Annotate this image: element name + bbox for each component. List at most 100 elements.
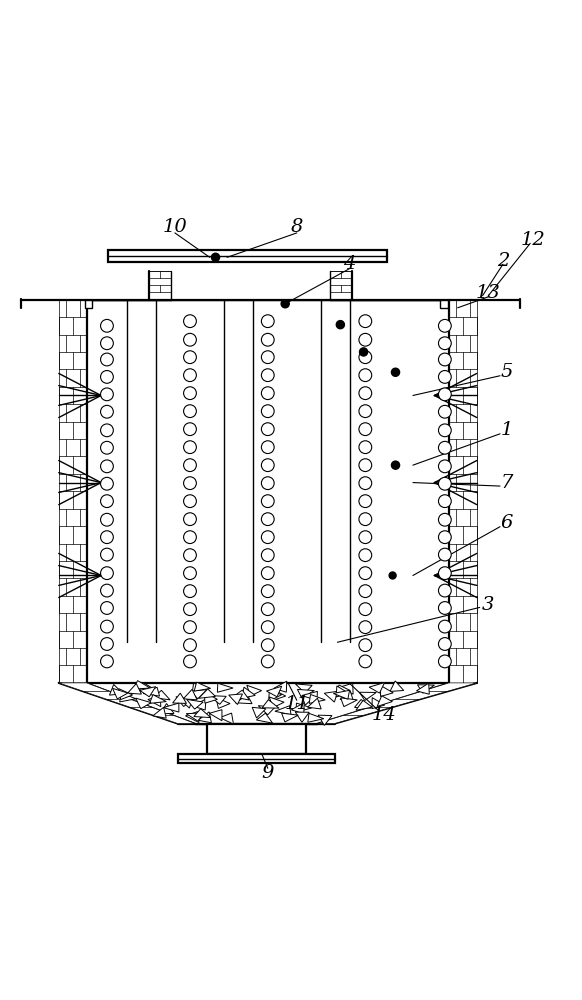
Circle shape [336, 321, 345, 329]
Polygon shape [359, 692, 377, 701]
Circle shape [261, 495, 274, 508]
Circle shape [183, 585, 196, 598]
Circle shape [101, 655, 113, 668]
Polygon shape [229, 694, 243, 705]
Circle shape [359, 621, 372, 634]
Polygon shape [417, 685, 434, 693]
Circle shape [438, 531, 451, 544]
Circle shape [438, 638, 451, 650]
Circle shape [261, 477, 274, 490]
Circle shape [392, 368, 400, 376]
Circle shape [101, 424, 113, 437]
Polygon shape [247, 685, 262, 696]
Bar [178, 754, 335, 763]
Polygon shape [269, 697, 284, 708]
Polygon shape [127, 684, 141, 694]
Circle shape [438, 495, 451, 508]
Polygon shape [140, 687, 156, 697]
Bar [330, 271, 352, 300]
Polygon shape [218, 683, 233, 692]
Circle shape [261, 549, 274, 562]
Polygon shape [356, 700, 372, 710]
Text: 5: 5 [501, 363, 513, 381]
Polygon shape [318, 715, 332, 725]
Bar [108, 250, 387, 262]
Polygon shape [340, 690, 353, 701]
Text: 10: 10 [162, 218, 187, 236]
Polygon shape [150, 695, 166, 703]
Polygon shape [59, 683, 195, 724]
Circle shape [101, 441, 113, 454]
Polygon shape [372, 698, 385, 709]
Circle shape [101, 638, 113, 650]
Circle shape [101, 602, 113, 614]
Polygon shape [257, 713, 272, 723]
Circle shape [261, 639, 274, 652]
Circle shape [183, 531, 196, 544]
Text: 11: 11 [285, 695, 309, 713]
Polygon shape [381, 685, 393, 696]
Polygon shape [143, 687, 159, 696]
Circle shape [261, 621, 274, 634]
Text: 3: 3 [482, 596, 495, 614]
Circle shape [261, 585, 274, 598]
Bar [449, 300, 477, 683]
Polygon shape [268, 691, 282, 702]
Circle shape [101, 548, 113, 561]
Circle shape [101, 319, 113, 332]
Circle shape [261, 405, 274, 418]
Text: 1: 1 [501, 421, 513, 439]
Text: 4: 4 [343, 255, 355, 273]
Circle shape [389, 572, 396, 579]
Circle shape [261, 459, 274, 472]
Circle shape [261, 315, 274, 328]
Circle shape [359, 315, 372, 328]
Polygon shape [190, 690, 207, 699]
Text: 14: 14 [371, 706, 396, 724]
Circle shape [438, 353, 451, 366]
Circle shape [360, 348, 368, 356]
Circle shape [359, 513, 372, 526]
Polygon shape [198, 712, 211, 723]
Circle shape [183, 655, 196, 668]
Circle shape [211, 253, 219, 261]
Polygon shape [176, 697, 192, 707]
Polygon shape [309, 694, 325, 703]
Polygon shape [271, 690, 286, 701]
Polygon shape [59, 683, 195, 724]
Text: 6: 6 [501, 514, 513, 532]
Text: 8: 8 [290, 218, 303, 236]
Circle shape [183, 387, 196, 400]
Polygon shape [154, 690, 170, 700]
Polygon shape [186, 713, 203, 721]
Polygon shape [193, 683, 208, 692]
Polygon shape [210, 710, 222, 721]
Bar [149, 271, 171, 300]
Bar [440, 300, 448, 308]
Polygon shape [340, 683, 353, 694]
Circle shape [359, 405, 372, 418]
Circle shape [183, 513, 196, 526]
Circle shape [183, 315, 196, 328]
Circle shape [183, 351, 196, 364]
Polygon shape [153, 707, 166, 718]
Circle shape [101, 353, 113, 366]
Polygon shape [340, 698, 357, 707]
Polygon shape [242, 687, 255, 698]
Polygon shape [204, 692, 218, 703]
Polygon shape [252, 707, 266, 718]
Circle shape [438, 424, 451, 437]
Circle shape [438, 513, 451, 526]
Polygon shape [210, 696, 226, 704]
Circle shape [438, 477, 451, 490]
Polygon shape [148, 696, 161, 707]
Circle shape [359, 495, 372, 508]
Circle shape [183, 549, 196, 562]
Circle shape [183, 441, 196, 454]
Polygon shape [109, 684, 123, 695]
Polygon shape [308, 713, 324, 722]
Polygon shape [164, 703, 179, 712]
Polygon shape [267, 686, 282, 697]
Polygon shape [233, 690, 249, 700]
Circle shape [261, 655, 274, 668]
